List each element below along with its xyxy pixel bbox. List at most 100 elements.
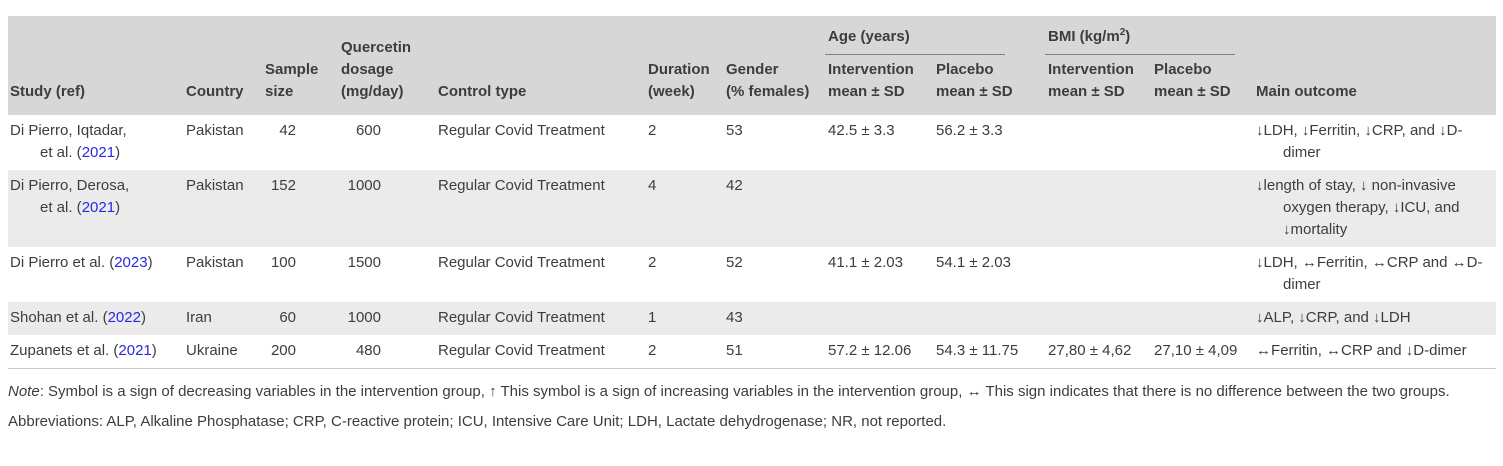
col-header-duration: Duration (week) (645, 16, 723, 115)
age-intervention-cell: 57.2 ± 12.06 (828, 342, 912, 359)
bmi-placebo-cell: 27,10 ± 4,09 (1154, 342, 1238, 359)
citation-link[interactable]: 2021 (118, 342, 152, 359)
note-text: Note: Symbol is a sign of decreasing var… (8, 383, 1450, 400)
control-type-cell: Regular Covid Treatment (438, 254, 605, 271)
group-header-age: Age (years) (825, 16, 1046, 55)
study-cell: Di Pierro, Iqtadar, et al. (2021) (8, 115, 180, 170)
citation-link[interactable]: 2022 (107, 309, 141, 326)
study-close-paren: ) (151, 342, 157, 359)
control-type-cell: Regular Covid Treatment (435, 302, 645, 335)
gender-cell: 52 (726, 254, 743, 271)
studies-table: Study (ref) Country Sample size Querceti… (8, 16, 1497, 369)
bmi-placebo-cell (1151, 170, 1254, 247)
country-cell: Pakistan (186, 122, 244, 139)
col-header-main-outcome: Main outcome (1253, 16, 1497, 115)
study-cell: Shohan et al. (2022) (8, 302, 180, 335)
age-placebo-cell: 54.3 ± 11.75 (936, 342, 1019, 359)
abbreviations-text: Abbreviations: ALP, Alkaline Phosphatase… (8, 413, 947, 430)
table-figure: Study (ref) Country Sample size Querceti… (8, 16, 1497, 435)
country-cell: Iran (180, 302, 258, 335)
gender-cell: 43 (723, 302, 825, 335)
study-authors: Di Pierro, Derosa, et al. ( (10, 177, 130, 216)
group-header-bmi: BMI (kg/m2) (1045, 16, 1254, 55)
col-header-bmi-placebo: Placebo mean ± SD (1151, 55, 1254, 115)
table-header: Study (ref) Country Sample size Querceti… (8, 16, 1497, 115)
dosage-cell: 480 (355, 342, 381, 359)
age-intervention-cell: 41.1 ± 2.03 (828, 254, 903, 271)
citation-link[interactable]: 2021 (81, 144, 116, 161)
country-cell: Pakistan (180, 170, 258, 247)
study-close-paren: ) (115, 144, 121, 161)
bmi-placebo-cell (1151, 247, 1253, 302)
study-authors: Di Pierro et al. ( (10, 254, 115, 271)
main-outcome-cell: ↓LDH, ↓Ferritin, ↓CRP, and ↓D-dimer (1256, 122, 1463, 161)
col-header-sample-size: Sample size (258, 16, 318, 115)
age-placebo-cell: 56.2 ± 3.3 (936, 122, 1003, 139)
col-header-country: Country (180, 16, 258, 115)
note-label: Note (8, 383, 40, 400)
control-type-cell: Regular Covid Treatment (438, 342, 605, 359)
main-outcome-cell: ↓length of stay, ↓ non-invasive oxygen t… (1253, 170, 1497, 247)
col-header-bmi-intervention: Intervention mean ± SD (1045, 55, 1152, 115)
main-outcome-cell: ↓LDH, ↔Ferritin, ↔CRP and ↔D-dimer (1256, 254, 1483, 293)
table-row: Zupanets et al. (2021) Ukraine 200 480 R… (8, 335, 1496, 369)
age-placebo-cell (933, 302, 1046, 335)
dosage-cell: 1000 (304, 302, 435, 335)
col-header-study: Study (ref) (8, 16, 180, 115)
sample-size-cell: 42 (279, 122, 296, 139)
duration-cell: 2 (648, 122, 657, 139)
sample-size-cell: 200 (270, 342, 296, 359)
table-row: Di Pierro, Derosa, et al. (2021) Pakista… (8, 170, 1497, 247)
age-placebo-cell: 54.1 ± 2.03 (936, 254, 1011, 271)
duration-cell: 2 (648, 254, 657, 271)
main-outcome-cell: ↓ALP, ↓CRP, and ↓LDH (1253, 302, 1497, 335)
age-intervention-cell (825, 302, 933, 335)
col-header-control-type: Control type (435, 16, 645, 115)
bmi-placebo-cell (1151, 115, 1253, 170)
study-authors: Di Pierro, Iqtadar, et al. ( (10, 122, 127, 161)
study-cell: Di Pierro, Derosa, et al. (2021) (8, 170, 180, 247)
citation-link[interactable]: 2021 (81, 199, 116, 216)
table-row: Shohan et al. (2022) Iran 60 1000 Regula… (8, 302, 1497, 335)
col-header-gender: Gender (% females) (723, 16, 825, 115)
study-close-paren: ) (140, 309, 146, 326)
dosage-cell: 600 (355, 122, 381, 139)
duration-cell: 1 (645, 302, 723, 335)
col-header-age-intervention: Intervention mean ± SD (825, 55, 933, 115)
main-outcome-cell: ↔Ferritin, ↔CRP and ↓D-dimer (1256, 342, 1467, 359)
control-type-cell: Regular Covid Treatment (435, 170, 645, 247)
age-placebo-cell (933, 170, 1046, 247)
bmi-intervention-cell (1045, 302, 1152, 335)
duration-cell: 2 (648, 342, 657, 359)
gender-cell: 53 (726, 122, 743, 139)
table-footnotes: Note: Symbol is a sign of decreasing var… (8, 379, 1495, 435)
study-authors: Shohan et al. ( (10, 309, 108, 326)
bmi-intervention-cell: 27,80 ± 4,62 (1048, 342, 1132, 359)
bmi-placebo-cell (1151, 302, 1254, 335)
gender-cell: 51 (726, 342, 743, 359)
gender-cell: 42 (723, 170, 825, 247)
country-cell: Ukraine (186, 342, 238, 359)
table-row: Di Pierro et al. (2023) Pakistan 100 150… (8, 247, 1496, 302)
sample-size-cell: 100 (270, 254, 296, 271)
sample-size-cell: 60 (258, 302, 304, 335)
col-header-age-placebo: Placebo mean ± SD (933, 55, 1046, 115)
table-row: Di Pierro, Iqtadar, et al. (2021) Pakist… (8, 115, 1496, 170)
study-close-paren: ) (147, 254, 153, 271)
bmi-intervention-cell (1045, 115, 1151, 170)
dosage-cell: 1000 (304, 170, 435, 247)
duration-cell: 4 (645, 170, 723, 247)
age-intervention-cell: 42.5 ± 3.3 (828, 122, 895, 139)
sample-size-cell: 152 (258, 170, 304, 247)
table-body: Di Pierro, Iqtadar, et al. (2021) Pakist… (8, 115, 1497, 369)
age-intervention-cell (825, 170, 933, 247)
dosage-cell: 1500 (347, 254, 381, 271)
citation-link[interactable]: 2023 (114, 254, 148, 271)
study-cell: Zupanets et al. (2021) (8, 335, 180, 369)
col-header-quercetin-dosage: Quercetin dosage (mg/day) (304, 16, 435, 115)
control-type-cell: Regular Covid Treatment (438, 122, 605, 139)
bmi-intervention-cell (1045, 247, 1151, 302)
study-close-paren: ) (115, 199, 121, 216)
study-authors: Zupanets et al. ( (10, 342, 119, 359)
study-cell: Di Pierro et al. (2023) (8, 247, 180, 302)
